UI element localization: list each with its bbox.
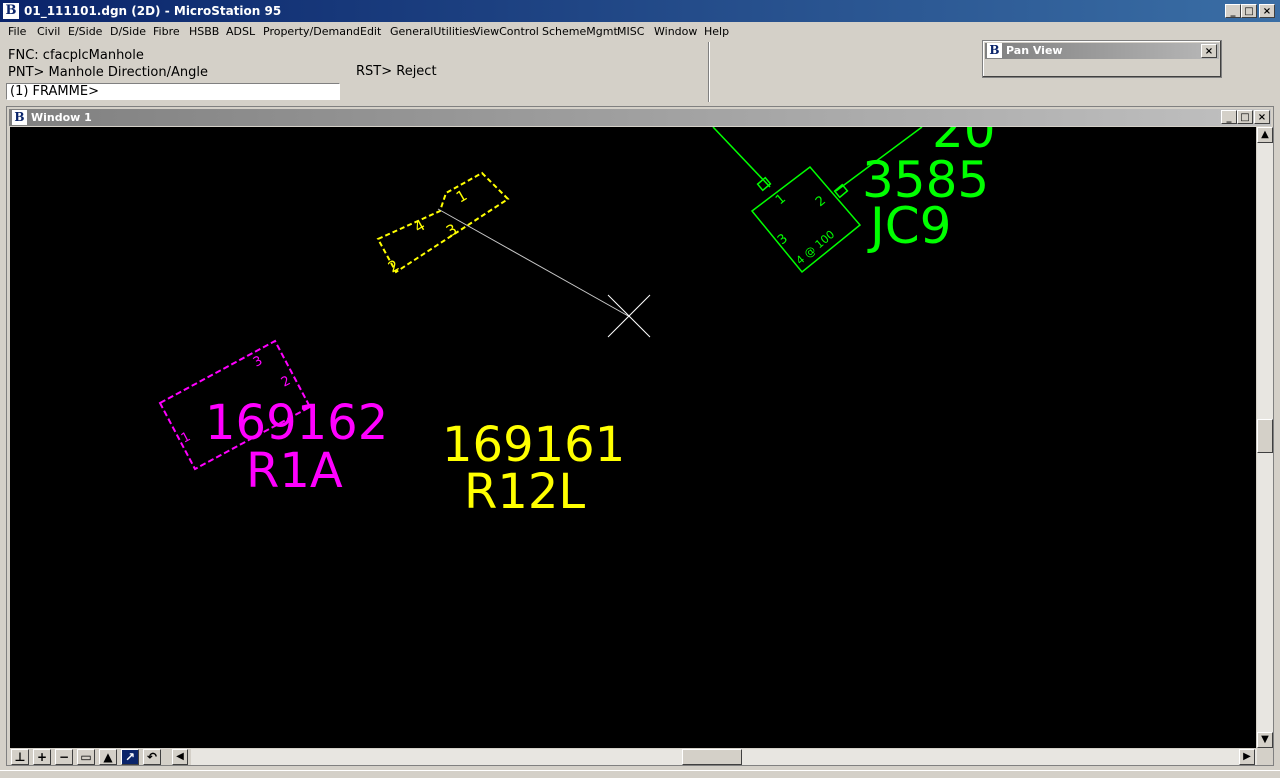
magenta-manhole-number: 169162 (205, 395, 388, 451)
green-manhole-symbol[interactable] (712, 126, 923, 274)
key-in-field[interactable]: (1) FRAMME> (6, 83, 340, 100)
yellow-side-label-3: 3 (443, 220, 460, 240)
pan-view-palette[interactable]: B Pan View × (982, 40, 1222, 78)
drawing-svg[interactable]: 1 2 3 4 1 2 3 4 @ 100 20 3585 (10, 101, 1256, 748)
scroll-right-button[interactable]: ▶ (1239, 749, 1255, 765)
menu-property-demand[interactable]: Property/Demand (263, 25, 360, 38)
function-line: FNC: cfacplcManhole (8, 48, 144, 63)
window-area-icon: ▭ (80, 750, 92, 764)
command-window: FNC: cfacplcManhole PNT> Manhole Directi… (0, 42, 708, 102)
menu-civil[interactable]: Civil (37, 25, 61, 38)
view-previous-icon: ↶ (146, 750, 158, 764)
magenta-side-label-3: 3 (251, 353, 265, 370)
view-window-title: Window 1 (31, 111, 92, 124)
update-view-icon: ⊥ (14, 750, 26, 764)
green-side-label-1: 1 (773, 191, 789, 208)
scroll-up-button[interactable]: ▲ (1257, 127, 1273, 143)
menu-view-control[interactable]: ViewControl (473, 25, 539, 38)
yellow-side-label-4: 4 (411, 216, 428, 236)
menu-scheme-mgmt[interactable]: SchemeMgmt (542, 25, 618, 38)
menu-fibre[interactable]: Fibre (153, 25, 180, 38)
menu-misc[interactable]: MISC (617, 25, 645, 38)
menu-bar: File Civil E/Side D/Side Fibre HSBB ADSL… (0, 22, 1280, 42)
yellow-manhole-code: R12L (464, 464, 585, 520)
magenta-side-label-2: 2 (279, 373, 293, 390)
cursor-crosshair (607, 294, 651, 338)
magenta-manhole-code: R1A (246, 443, 343, 499)
pan-view-title: Pan View (1006, 44, 1063, 57)
minimize-button[interactable]: _ (1225, 4, 1241, 18)
microstation-icon: B (12, 110, 27, 125)
drawing-canvas[interactable]: 1 2 3 4 1 2 3 4 @ 100 20 3585 (10, 101, 1256, 748)
fit-view-button[interactable]: ▲ (99, 749, 117, 765)
pan-view-close-button[interactable]: × (1201, 44, 1217, 58)
fit-view-icon: ▲ (103, 750, 113, 764)
reset-prompt: RST> Reject (356, 64, 437, 79)
status-bar (0, 770, 1280, 778)
menu-help[interactable]: Help (704, 25, 730, 38)
menu-window[interactable]: Window (654, 25, 698, 38)
vertical-scrollbar[interactable]: ▲ ▼ (1257, 127, 1273, 748)
microstation-icon: B (987, 43, 1002, 58)
point-prompt: PNT> Manhole Direction/Angle (8, 65, 208, 80)
menu-file[interactable]: File (8, 25, 27, 38)
view-minimize-button[interactable]: _ (1221, 110, 1237, 124)
microstation-icon[interactable]: B (3, 3, 19, 19)
close-button[interactable]: × (1259, 4, 1275, 18)
view-maximize-button[interactable]: □ (1237, 110, 1253, 124)
menu-hsbb[interactable]: HSBB (189, 25, 220, 38)
view-window-1[interactable]: B Window 1 _ □ × 1 2 3 4 (6, 101, 1274, 766)
menu-eside[interactable]: E/Side (68, 25, 103, 38)
vertical-scroll-thumb[interactable] (1257, 419, 1273, 453)
rubber-band-line (437, 208, 631, 318)
command-divider (708, 42, 710, 102)
window-area-button[interactable]: ▭ (77, 749, 95, 765)
menu-general-utilities[interactable]: GeneralUtilities (390, 25, 475, 38)
yellow-manhole-number: 169161 (442, 417, 625, 473)
zoom-in-icon: + (36, 750, 48, 764)
magenta-manhole-symbol[interactable] (158, 339, 312, 471)
update-view-button[interactable]: ⊥ (11, 749, 29, 765)
yellow-manhole-symbol[interactable] (376, 171, 510, 274)
green-side-label-3: 3 (775, 231, 791, 248)
view-close-button[interactable]: × (1254, 110, 1270, 124)
view-previous-button[interactable]: ↶ (143, 749, 161, 765)
yellow-side-label-2: 2 (385, 256, 402, 276)
view-window-title-bar[interactable]: B Window 1 _ □ × (9, 109, 1271, 126)
pan-view-title-bar[interactable]: B Pan View × (985, 43, 1219, 59)
horizontal-scroll-thumb[interactable] (682, 749, 742, 765)
app-title-bar[interactable]: B 01_111101.dgn (2D) - MicroStation 95 _… (0, 0, 1280, 22)
maximize-button[interactable]: □ (1241, 4, 1257, 18)
zoom-out-button[interactable]: − (55, 749, 73, 765)
app-title: 01_111101.dgn (2D) - MicroStation 95 (24, 4, 282, 18)
menu-dside[interactable]: D/Side (110, 25, 146, 38)
menu-edit[interactable]: Edit (360, 25, 382, 38)
scroll-down-button[interactable]: ▼ (1257, 732, 1273, 748)
green-manhole-number: 3585 (862, 151, 989, 209)
rotate-view-icon: ↗ (124, 750, 136, 764)
yellow-side-label-1: 1 (453, 186, 470, 206)
horizontal-scrollbar[interactable] (191, 749, 1257, 765)
rotate-view-button[interactable]: ↗ (121, 749, 139, 765)
scroll-left-button[interactable]: ◀ (172, 749, 188, 765)
green-side-label-2: 2 (813, 193, 829, 210)
zoom-out-icon: − (58, 750, 70, 764)
menu-adsl[interactable]: ADSL (226, 25, 256, 38)
green-manhole-code: JC9 (867, 197, 951, 255)
zoom-in-button[interactable]: + (33, 749, 51, 765)
